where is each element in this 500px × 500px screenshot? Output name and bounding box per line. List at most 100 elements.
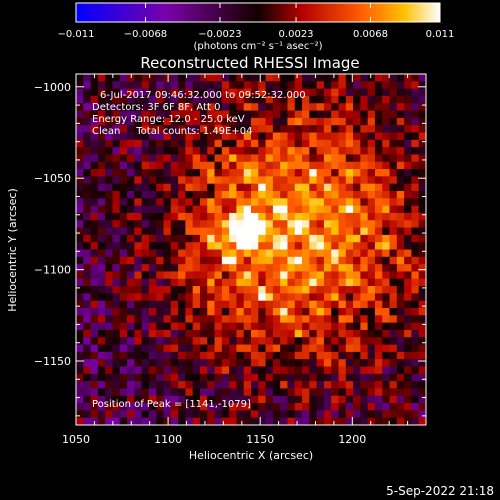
- heatmap-cell: [170, 183, 179, 192]
- heatmap-cell: [76, 205, 84, 214]
- heatmap-cell: [360, 403, 369, 411]
- heatmap-cell: [76, 103, 84, 111]
- heatmap-cell: [294, 125, 303, 133]
- heatmap-cell: [280, 286, 288, 294]
- heatmap-cell: [331, 359, 339, 367]
- annotation-time-range: 6-Jul-2017 09:46:32.000 to 09:52:32.000: [100, 90, 306, 101]
- heatmap-cell: [214, 388, 223, 397]
- heatmap-cell: [97, 256, 106, 265]
- heatmap-cell: [353, 154, 361, 163]
- heatmap-cell: [404, 395, 412, 404]
- heatmap-cell: [272, 81, 281, 90]
- heatmap-cell: [374, 381, 383, 389]
- heatmap-cell: [382, 351, 390, 360]
- heatmap-cell: [105, 359, 113, 367]
- heatmap-cell: [287, 169, 296, 177]
- heatmap-cell: [367, 125, 376, 133]
- heatmap-cell: [323, 161, 332, 170]
- heatmap-cell: [323, 139, 332, 148]
- heatmap-cell: [163, 249, 172, 258]
- heatmap-cell: [280, 249, 288, 258]
- heatmap-cell: [97, 161, 106, 170]
- heatmap-cell: [302, 139, 310, 148]
- heatmap-cell: [141, 125, 150, 133]
- heatmap-cell: [287, 242, 296, 250]
- heatmap-cell: [119, 264, 128, 272]
- heatmap-cell: [331, 249, 339, 258]
- heatmap-cell: [404, 103, 412, 111]
- heatmap-cell: [192, 256, 201, 265]
- heatmap-cell: [192, 205, 201, 214]
- heatmap-cell: [112, 300, 121, 309]
- heatmap-cell: [309, 337, 318, 345]
- heatmap-cell: [243, 410, 252, 419]
- heatmap-cell: [185, 234, 194, 243]
- heatmap-cell: [338, 388, 347, 397]
- heatmap-cell: [345, 169, 354, 177]
- heatmap-cell: [396, 147, 405, 155]
- heatmap-cell: [331, 242, 339, 250]
- heatmap-cell: [418, 125, 427, 133]
- heatmap-cell: [404, 388, 412, 397]
- heatmap-cell: [338, 293, 347, 302]
- heatmap-cell: [345, 176, 354, 185]
- heatmap-cell: [323, 212, 332, 221]
- heatmap-cell: [309, 249, 318, 258]
- heatmap-cell: [192, 242, 201, 250]
- heatmap-cell: [76, 417, 84, 426]
- heatmap-cell: [287, 176, 296, 185]
- heatmap-cell: [156, 74, 164, 82]
- heatmap-cell: [411, 300, 420, 309]
- heatmap-cell: [323, 95, 332, 104]
- heatmap-cell: [243, 403, 252, 411]
- heatmap-cell: [360, 169, 369, 177]
- heatmap-cell: [396, 293, 405, 302]
- heatmap-cell: [251, 337, 259, 345]
- heatmap-cell: [199, 176, 208, 185]
- heatmap-cell: [97, 74, 106, 82]
- heatmap-cell: [389, 95, 398, 104]
- heatmap-cell: [97, 183, 106, 192]
- heatmap-cell: [418, 322, 427, 331]
- heatmap-cell: [331, 132, 339, 141]
- heatmap-cell: [411, 308, 420, 316]
- heatmap-cell: [302, 359, 310, 367]
- heatmap-cell: [287, 373, 296, 382]
- heatmap-cell: [265, 417, 274, 426]
- heatmap-cell: [294, 139, 303, 148]
- heatmap-cell: [418, 351, 427, 360]
- heatmap-cell: [331, 88, 339, 97]
- heatmap-cell: [411, 205, 420, 214]
- heatmap-cell: [272, 344, 281, 353]
- heatmap-cell: [134, 110, 143, 119]
- heatmap-cell: [105, 344, 113, 353]
- heatmap-cell: [163, 403, 172, 411]
- heatmap-cell: [331, 147, 339, 155]
- heatmap-cell: [83, 300, 91, 309]
- heatmap-cell: [309, 278, 318, 287]
- heatmap-cell: [192, 249, 201, 258]
- heatmap-cell: [323, 242, 332, 250]
- heatmap-cell: [353, 366, 361, 375]
- heatmap-cell: [251, 88, 259, 97]
- heatmap-cell: [243, 88, 252, 97]
- heatmap-cell: [360, 329, 369, 338]
- heatmap-cell: [353, 344, 361, 353]
- heatmap-cell: [309, 322, 318, 331]
- heatmap-cell: [134, 147, 143, 155]
- heatmap-cell: [229, 242, 237, 250]
- heatmap-cell: [338, 110, 347, 119]
- heatmap-cell: [411, 286, 420, 294]
- heatmap-cell: [280, 227, 288, 236]
- heatmap-cell: [338, 278, 347, 287]
- heatmap-cell: [345, 191, 354, 199]
- heatmap-cell: [280, 176, 288, 185]
- heatmap-cell: [272, 256, 281, 265]
- heatmap-cell: [302, 278, 310, 287]
- heatmap-cell: [119, 351, 128, 360]
- heatmap-cell: [272, 315, 281, 324]
- heatmap-cell: [280, 88, 288, 97]
- heatmap-cell: [236, 278, 245, 287]
- heatmap-cell: [389, 74, 398, 82]
- heatmap-cell: [199, 388, 208, 397]
